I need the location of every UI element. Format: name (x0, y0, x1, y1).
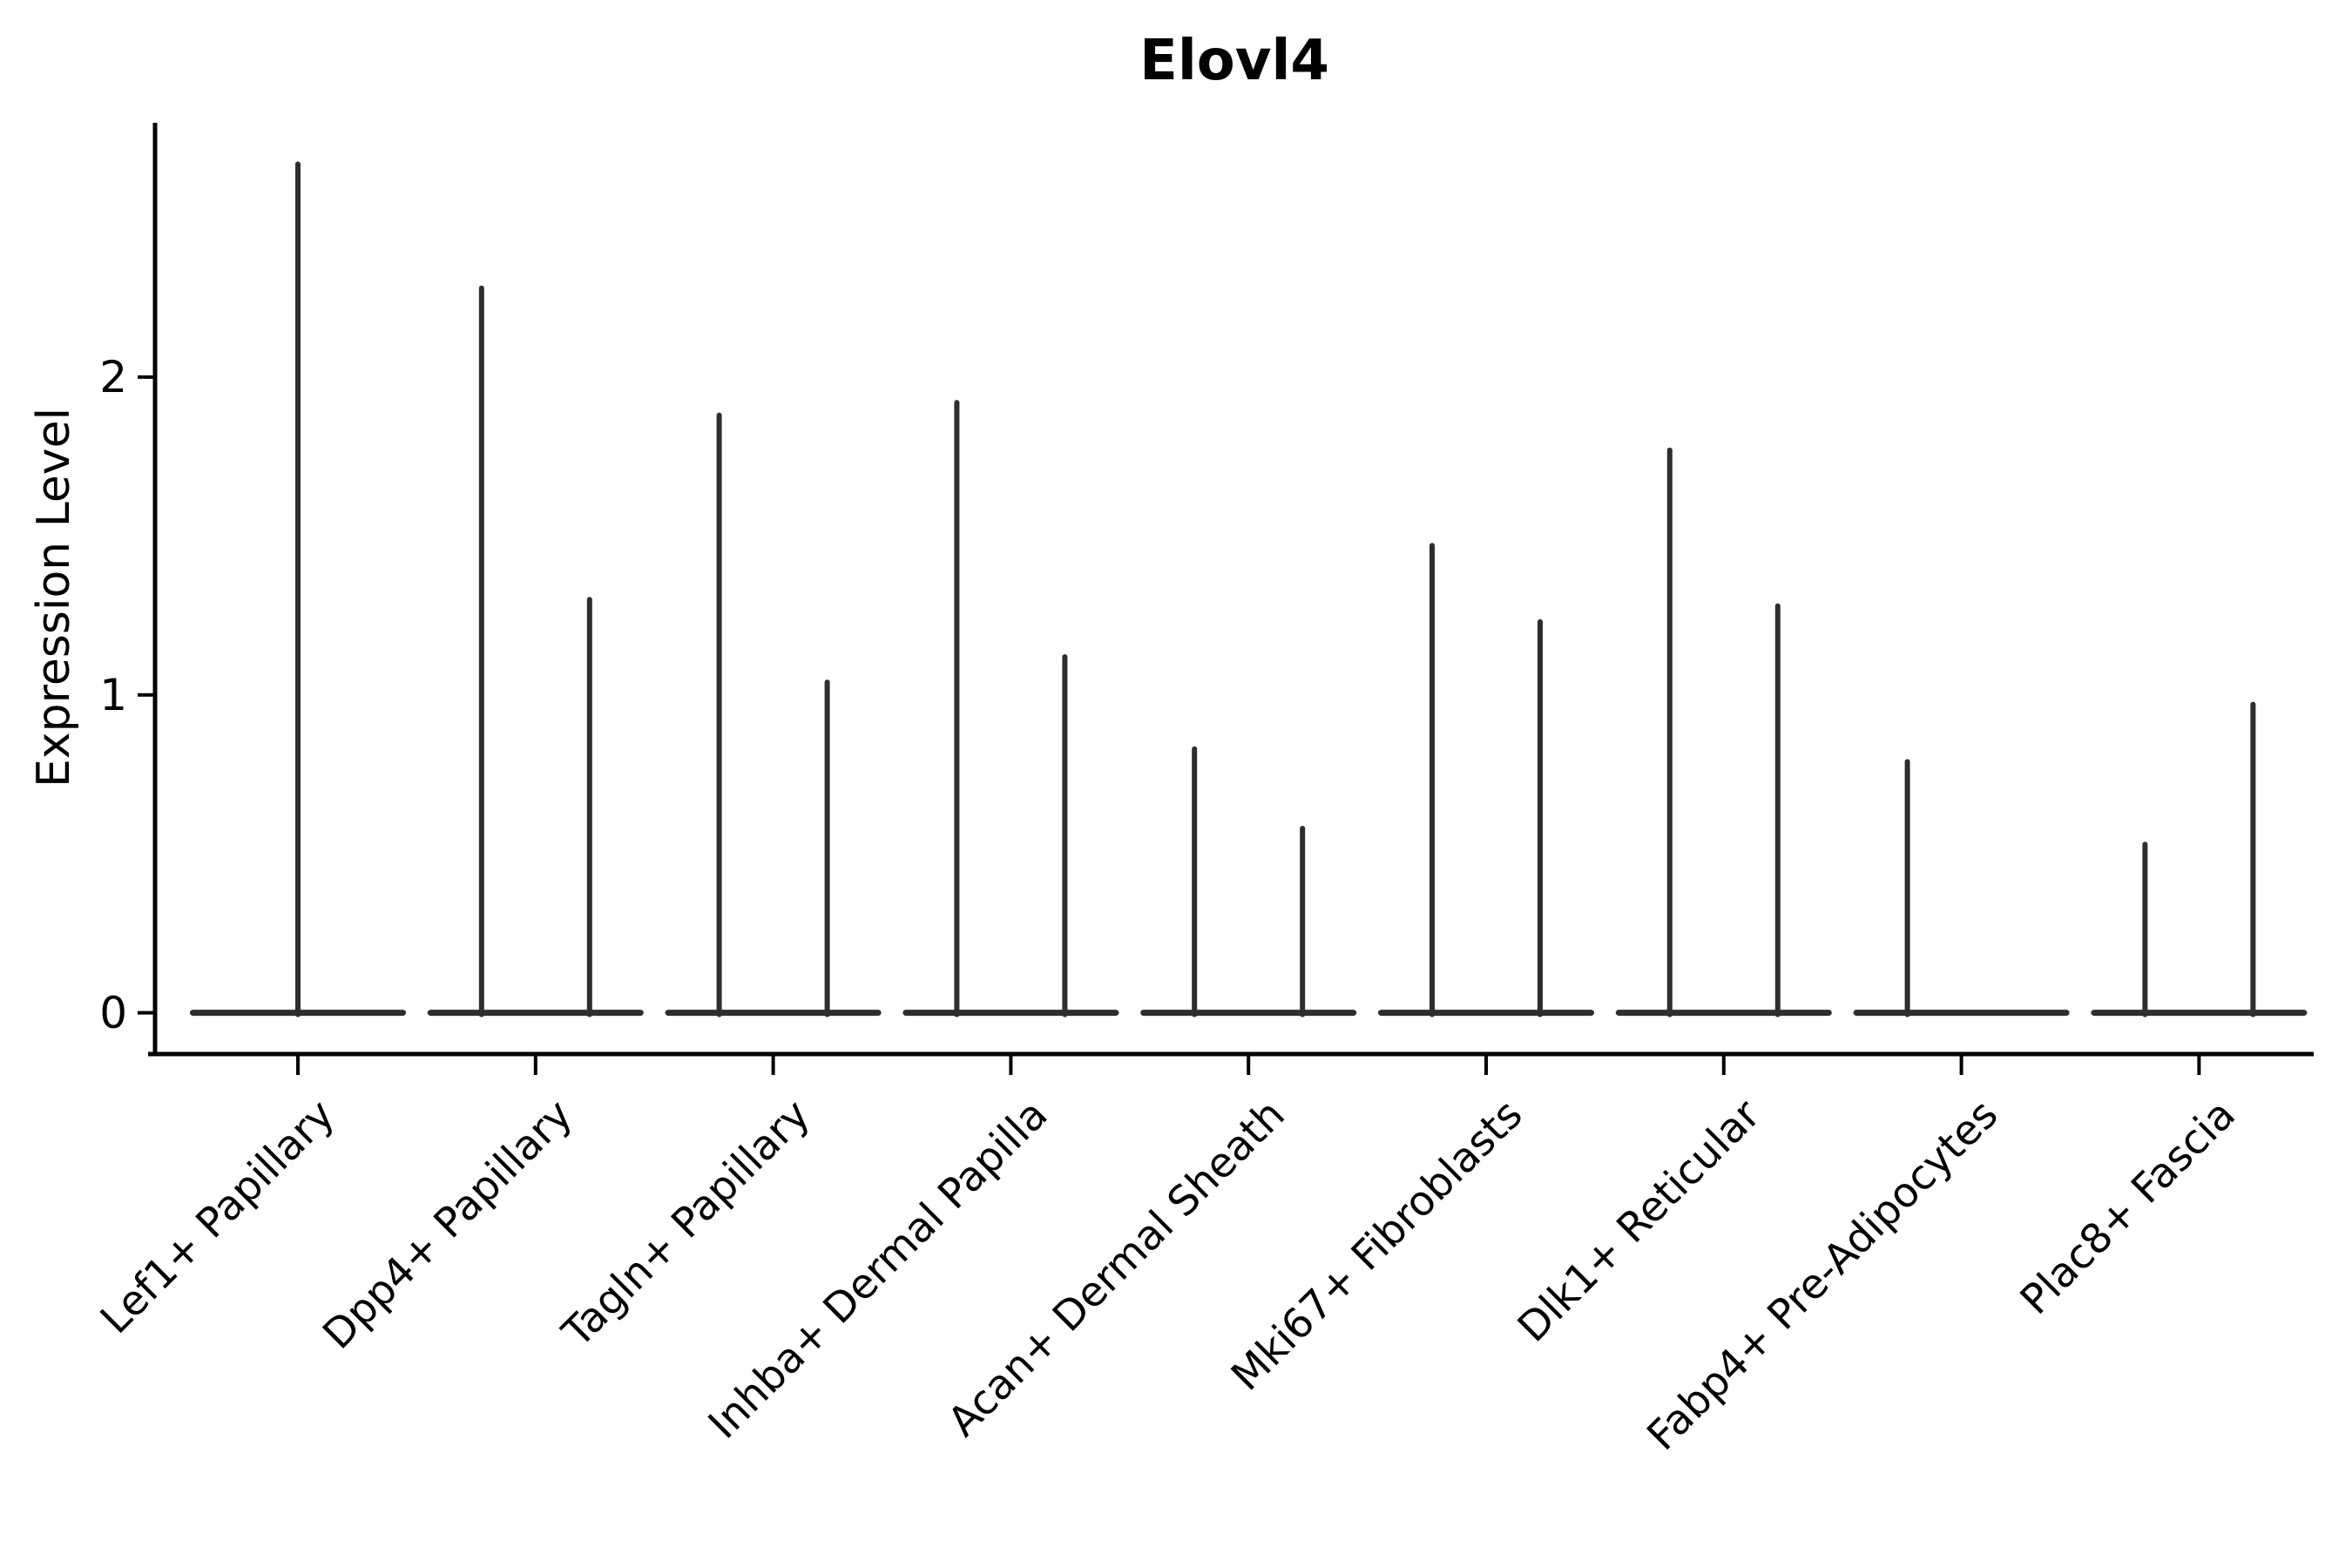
chart-title: Elovl4 (1139, 29, 1329, 93)
violin-base (665, 1010, 882, 1017)
violin-base (1378, 1010, 1594, 1017)
y-tick-label: 0 (99, 987, 127, 1038)
y-tick-label: 2 (99, 351, 127, 402)
violin-base (1140, 1010, 1357, 1017)
violin-base (902, 1010, 1119, 1017)
violin-base (427, 1010, 644, 1017)
violin-base (1615, 1010, 1832, 1017)
violin-base (2091, 1010, 2308, 1017)
violin-base (1853, 1010, 2070, 1017)
y-tick-label: 1 (99, 669, 127, 720)
